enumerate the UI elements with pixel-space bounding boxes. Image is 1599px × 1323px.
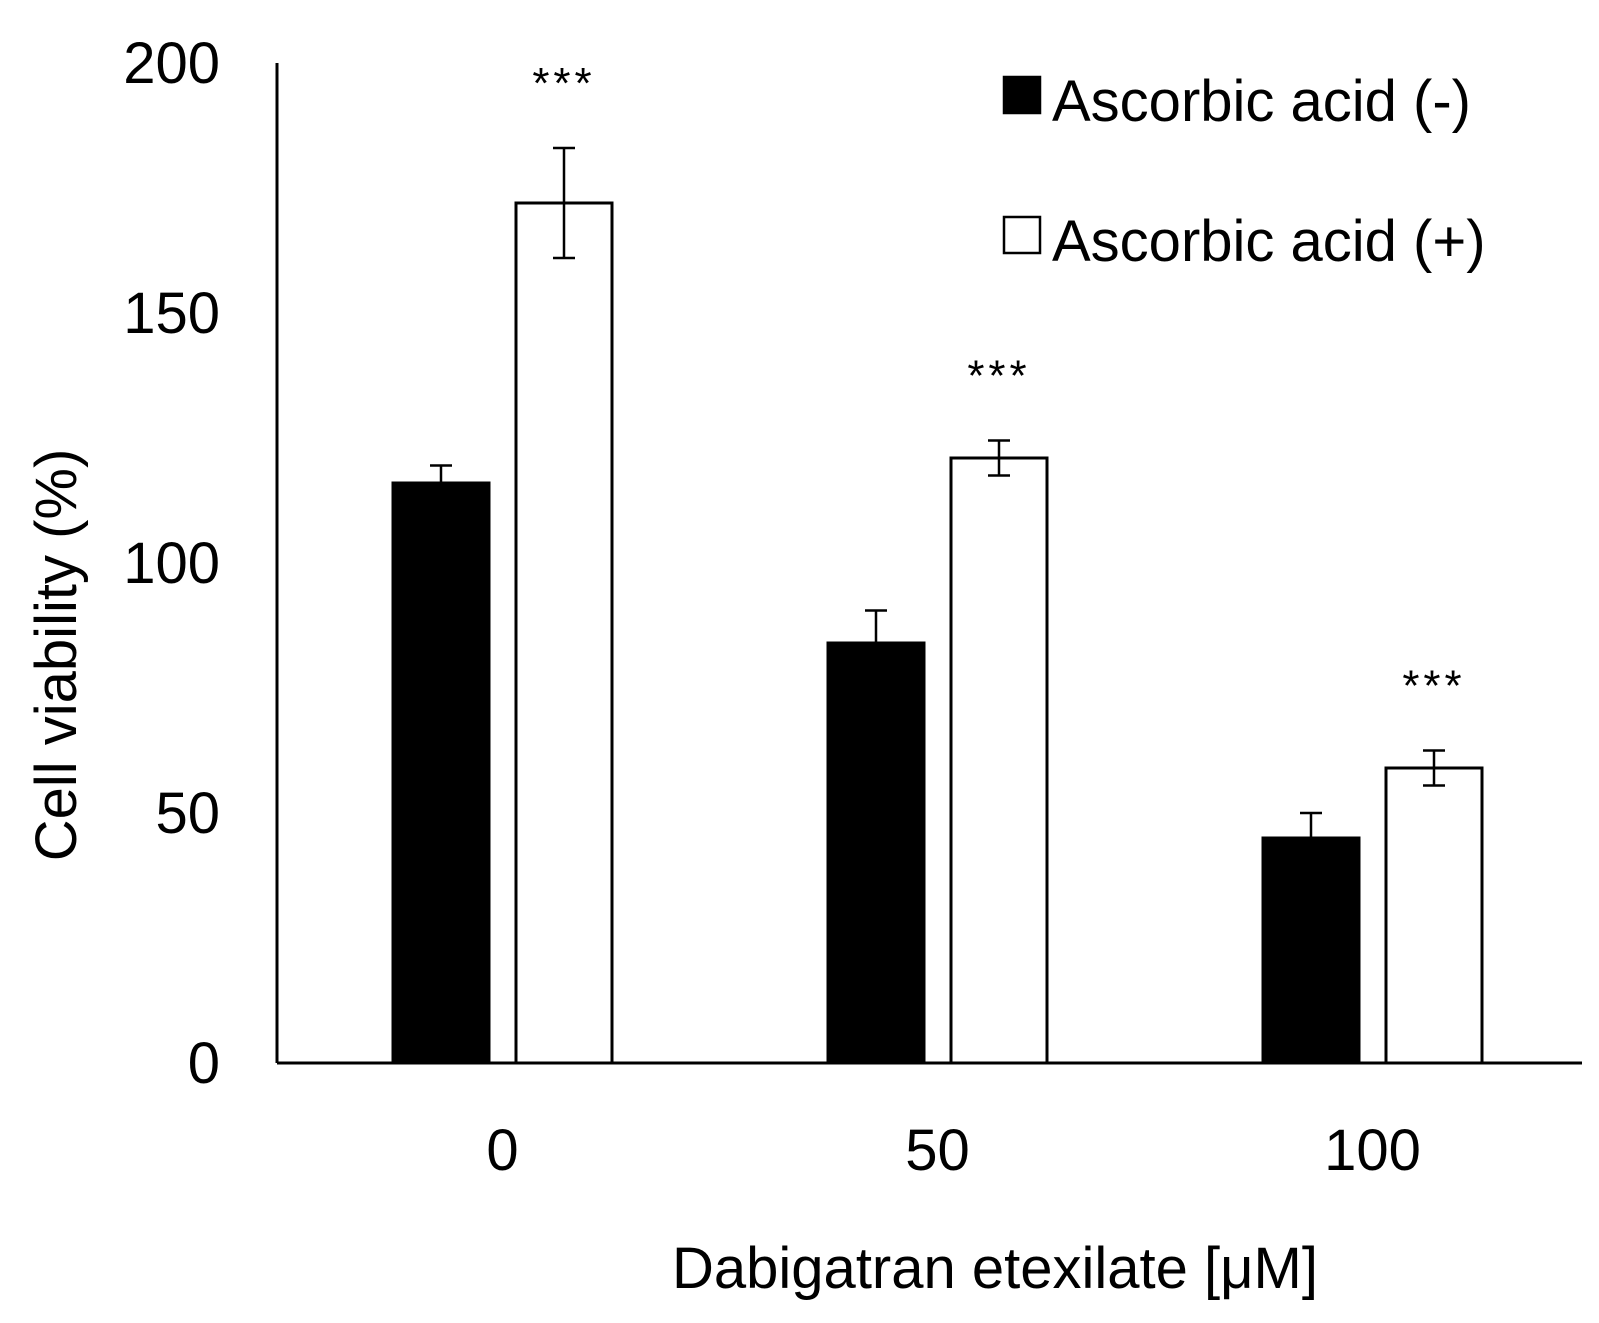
y-tick-label: 0: [188, 1031, 220, 1096]
bar-ascorbic-pos-100: [1384, 766, 1484, 1065]
axes: [275, 63, 1582, 1065]
legend-label: Ascorbic acid (-): [1052, 69, 1471, 134]
x-tick-labels: 0 50 100: [486, 1118, 1421, 1183]
bar-ascorbic-neg-0: [391, 481, 491, 1065]
significance-annotations: *** *** ***: [532, 59, 1465, 711]
significance-marker: ***: [967, 352, 1030, 401]
bars: [391, 201, 1484, 1065]
bar-ascorbic-neg-50: [826, 641, 926, 1065]
legend-label: Ascorbic acid (+): [1052, 209, 1486, 274]
significance-marker: ***: [532, 59, 595, 108]
legend-swatch-ascorbic-neg: [1002, 75, 1042, 115]
x-tick-label: 50: [905, 1118, 970, 1183]
y-tick-labels: 0 50 100 150 200: [123, 31, 220, 1096]
y-axis-title: Cell viability (%): [24, 449, 89, 862]
error-bars: [430, 146, 1445, 865]
bar-ascorbic-pos-0: [514, 201, 614, 1065]
x-tick-label: 100: [1324, 1118, 1421, 1183]
bar-ascorbic-neg-100: [1261, 836, 1361, 1065]
y-tick-label: 200: [123, 31, 220, 96]
y-tick-label: 100: [123, 531, 220, 596]
x-tick-label: 0: [486, 1118, 518, 1183]
y-tick-label: 50: [155, 781, 220, 846]
legend-swatch-ascorbic-pos: [1002, 215, 1042, 255]
y-tick-label: 150: [123, 281, 220, 346]
x-axis-title: Dabigatran etexilate [μM]: [672, 1236, 1318, 1301]
legend: Ascorbic acid (-) Ascorbic acid (+): [1002, 69, 1486, 274]
significance-marker: ***: [1402, 662, 1465, 711]
bar-ascorbic-pos-50: [949, 456, 1049, 1065]
